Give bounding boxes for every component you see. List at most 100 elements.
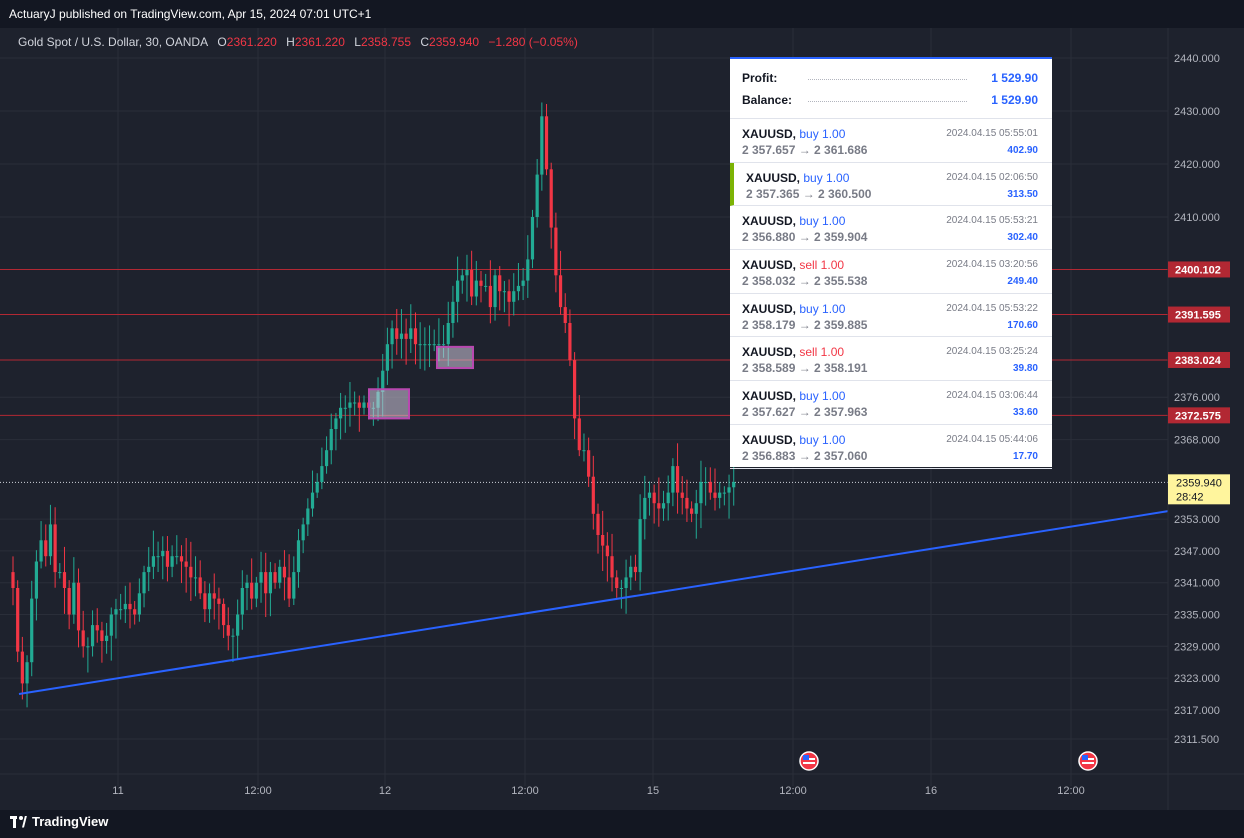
candle-body: [329, 429, 333, 451]
candle-body: [704, 482, 708, 483]
time-tick: 12: [379, 785, 391, 797]
trade-symbol-text: XAUUSD: [742, 345, 793, 360]
level-badge-label: 2391.595: [1175, 310, 1221, 322]
candle-body: [44, 540, 48, 557]
account-summary: Profit: 1 529.90 Balance: 1 529.90: [730, 59, 1052, 119]
trade-symbol-text: XAUUSD: [742, 389, 793, 404]
candle-body: [105, 635, 109, 641]
candle-body: [488, 285, 492, 308]
trade-side: buy 1.00: [799, 301, 846, 316]
candle-body: [727, 487, 731, 493]
candle-body: [86, 646, 90, 648]
candle-body: [498, 275, 502, 292]
candle-body: [718, 492, 722, 498]
trade-row[interactable]: XAUUSD, buy 1.00 2 357.657 → 2 361.686 202…: [730, 119, 1052, 163]
level-badge: [1168, 351, 1230, 368]
candles: [11, 102, 736, 708]
candle-body: [147, 566, 151, 573]
candle-body: [582, 450, 586, 452]
trade-time: 2024.04.15 03:25:24: [946, 346, 1038, 358]
trade-row[interactable]: XAUUSD, buy 1.00 2 356.883 → 2 357.060 202…: [730, 425, 1052, 469]
range-box-2: [436, 345, 474, 370]
trade-row[interactable]: XAUUSD, buy 1.00 2 358.179 → 2 359.885 202…: [730, 294, 1052, 338]
candle-body: [184, 561, 188, 567]
price-tick: 2376.000: [1174, 392, 1220, 404]
price-tick: 2335.000: [1174, 610, 1220, 622]
candle-body: [619, 588, 623, 589]
candle-body: [222, 603, 226, 626]
candle-body: [502, 291, 506, 293]
trade-symbol: XAUUSD, buy 1.00: [742, 389, 846, 404]
candle-body: [362, 402, 366, 408]
candle-body: [245, 582, 249, 588]
legend-low-label: L: [354, 35, 361, 49]
trade-row[interactable]: XAUUSD, buy 1.00 2 356.880 → 2 359.904 202…: [730, 206, 1052, 251]
candle-body: [95, 625, 99, 631]
candle-body: [418, 344, 422, 346]
legend-symbol[interactable]: Gold Spot / U.S. Dollar, 30, OANDA: [18, 35, 209, 49]
trade-side: buy 1.00: [799, 127, 846, 141]
flag-canton: [803, 755, 809, 760]
trade-row[interactable]: XAUUSD, sell 1.00 2 358.032 → 2 355.538 20…: [730, 250, 1052, 294]
candle-body: [685, 497, 689, 509]
legend-high: 2361.220: [294, 35, 345, 49]
candle-body: [516, 285, 521, 292]
legend-low: 2358.755: [360, 35, 411, 49]
candle-body: [540, 116, 544, 175]
trade-row[interactable]: XAUUSD, buy 1.00 2 357.365 → 2 360.500 202…: [730, 162, 1052, 207]
trade-row[interactable]: XAUUSD, sell 1.00 2 358.589 → 2 358.191 20…: [730, 337, 1052, 382]
trade-prices: 2 357.627 → 2 357.963: [742, 405, 868, 420]
legend-high-label: H: [286, 35, 295, 49]
time-tick: 12:00: [1057, 785, 1085, 797]
event-markers: [799, 751, 1098, 771]
candle-body: [395, 328, 399, 339]
price-tick: 2410.000: [1174, 212, 1220, 224]
balance-leader: [808, 101, 967, 102]
candle-body: [615, 577, 619, 588]
candle-body: [292, 572, 296, 599]
candle-body: [287, 577, 291, 599]
candle-body: [217, 598, 221, 604]
candle-body: [193, 577, 198, 579]
price-chart[interactable]: 2440.000 2430.000 2420.000 2410.000 2376.000…: [0, 28, 1244, 810]
candle-body: [67, 588, 71, 615]
level-badge: [1168, 407, 1230, 424]
candle-body: [348, 402, 352, 408]
candle-body: [315, 482, 319, 493]
candle-body: [657, 503, 661, 509]
trade-time: 2024.04.15 05:53:21: [946, 215, 1038, 227]
flag-stripe: [1082, 762, 1094, 764]
candle-body: [680, 492, 684, 498]
candle-body: [633, 566, 638, 573]
tradingview-logo[interactable]: TradingView: [10, 814, 108, 829]
candle-body: [296, 540, 301, 573]
trade-time: 2024.04.15 03:06:44: [946, 390, 1038, 402]
candle-body: [437, 344, 441, 346]
candle-body: [123, 603, 127, 610]
level-badge-label: 2383.024: [1175, 355, 1222, 367]
candle-body: [72, 582, 76, 615]
candle-body: [647, 492, 652, 498]
candle-body: [652, 492, 656, 504]
trade-profit: 249.40: [1007, 276, 1038, 288]
candle-body: [722, 492, 726, 494]
publish-info: ActuaryJ published on TradingView.com, A…: [9, 7, 372, 21]
candle-body: [179, 556, 184, 562]
candle-body: [310, 492, 315, 509]
candle-body: [16, 588, 20, 652]
candle-body: [694, 503, 698, 514]
candle-body: [638, 519, 642, 573]
candle-body: [142, 572, 146, 594]
legend-change: −1.280 (−0.05%): [488, 35, 578, 49]
candle-body: [624, 577, 628, 588]
candle-body: [521, 280, 525, 286]
legend-open-label: O: [217, 35, 227, 49]
trade-side: buy 1.00: [799, 389, 846, 404]
trade-row[interactable]: XAUUSD, buy 1.00 2 357.627 → 2 357.963 202…: [730, 381, 1052, 425]
candle-body: [76, 582, 81, 631]
trade-symbol-text: XAUUSD: [742, 301, 793, 316]
price-tick: 2440.000: [1174, 53, 1220, 65]
price-tick: 2329.000: [1174, 641, 1220, 653]
candle-body: [512, 291, 516, 302]
candle-body: [231, 635, 235, 637]
